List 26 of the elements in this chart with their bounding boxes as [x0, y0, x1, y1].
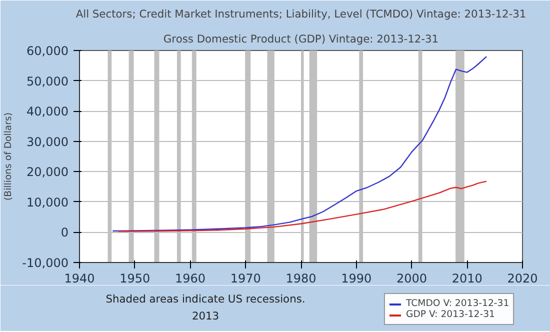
text: Shaded areas indicate US recessions. — [106, 292, 306, 306]
x-tick-label: 1960 — [174, 272, 206, 286]
y-tick-label: 50,000 — [26, 74, 69, 88]
text: 2013 — [192, 310, 220, 322]
y-axis-title: (Billions of Dollars) — [3, 112, 14, 200]
y-tick-label: 10,000 — [26, 195, 69, 210]
y-tick-label: 60,000 — [26, 44, 69, 58]
x-tick-label: 1990 — [341, 272, 372, 286]
x-tick-label: 2000 — [396, 272, 428, 286]
line-series — [112, 56, 488, 232]
y-tick-label: 0 — [60, 226, 69, 240]
legend-label: TCMDO V: 2013-12-31 — [406, 298, 510, 309]
x-tick-label: 1950 — [120, 272, 150, 286]
chart-title: All Sectors; Credit Market Instruments; Liability, Level (TCMDO) Vintage: 2013-12-31 — [76, 8, 526, 20]
y-tick-label: 20,000 — [26, 165, 69, 180]
line-series — [118, 180, 488, 232]
x-tick-label: 1980 — [286, 272, 316, 286]
legend-label: GDP V: 2013-12-31 — [406, 309, 495, 320]
y-tick-label: 40,000 — [26, 104, 69, 119]
chart-subtitle: Gross Domestic Product (GDP) Vintage: 2013-12-31 — [163, 32, 439, 46]
y-tick-label: 30,000 — [26, 134, 69, 149]
y-tick-label: -10,000 — [22, 256, 69, 270]
x-tick-label: 2020 — [507, 272, 538, 286]
x-tick-label: 1970 — [230, 272, 261, 286]
x-tick-label: 1940 — [64, 272, 95, 286]
x-tick-label: 2010 — [452, 272, 482, 286]
